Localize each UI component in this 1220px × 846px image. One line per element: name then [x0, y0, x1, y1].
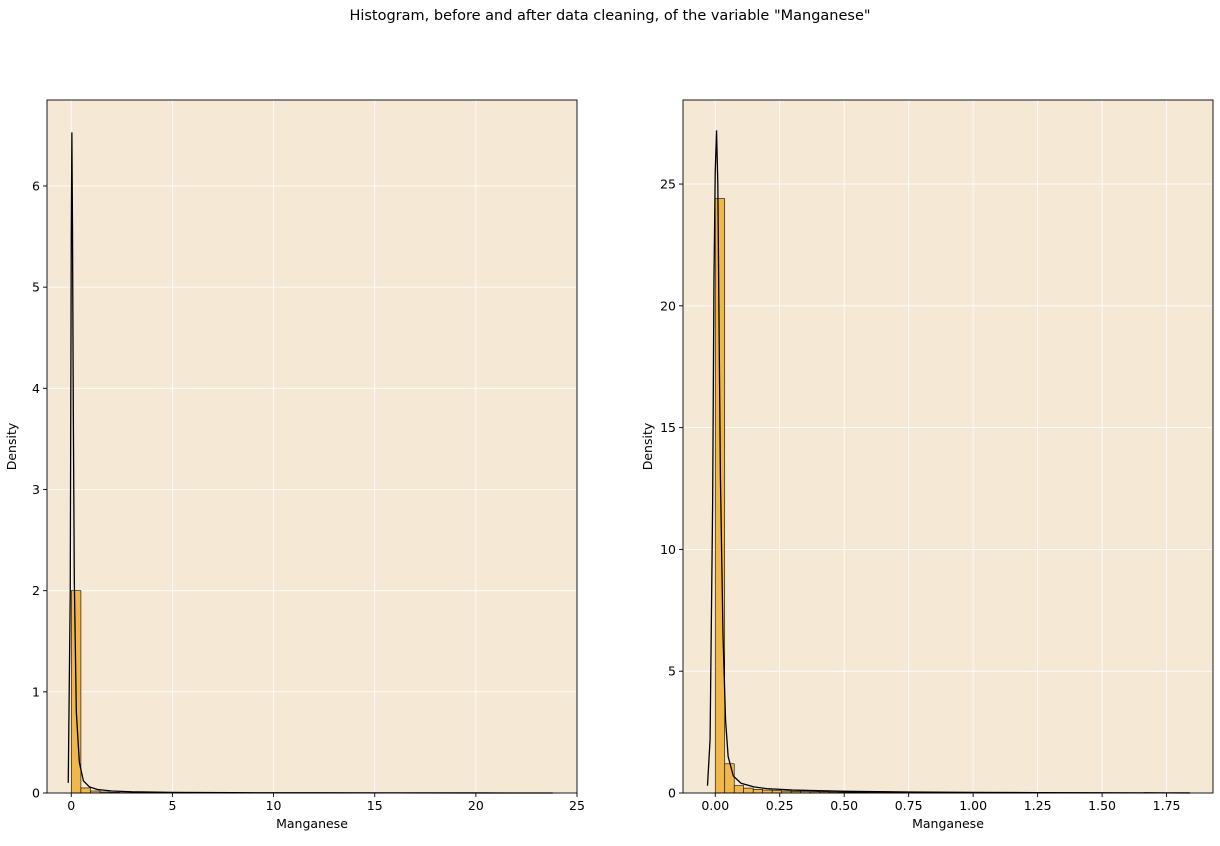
y-tick-label: 0 [32, 786, 40, 801]
figure-suptitle: Histogram, before and after data cleanin… [349, 8, 871, 24]
y-tick-label: 5 [32, 280, 40, 295]
x-tick-label: 10 [266, 798, 282, 813]
x-tick-label: 5 [168, 798, 176, 813]
x-tick-label: 15 [367, 798, 383, 813]
x-axis-label: Manganese [276, 816, 348, 831]
y-tick-label: 2 [32, 583, 40, 598]
y-tick-label: 4 [32, 381, 40, 396]
x-tick-label: 25 [569, 798, 585, 813]
axes-background [47, 100, 577, 793]
y-tick-label: 6 [32, 178, 40, 193]
x-tick-label: 0 [67, 798, 75, 813]
histogram-bar [80, 787, 91, 794]
y-axis-label: Density [4, 422, 19, 470]
x-tick-label: 20 [468, 798, 484, 813]
y-tick-label: 3 [32, 482, 40, 497]
axes-frame [46, 99, 578, 794]
y-tick-label: 1 [32, 684, 40, 699]
